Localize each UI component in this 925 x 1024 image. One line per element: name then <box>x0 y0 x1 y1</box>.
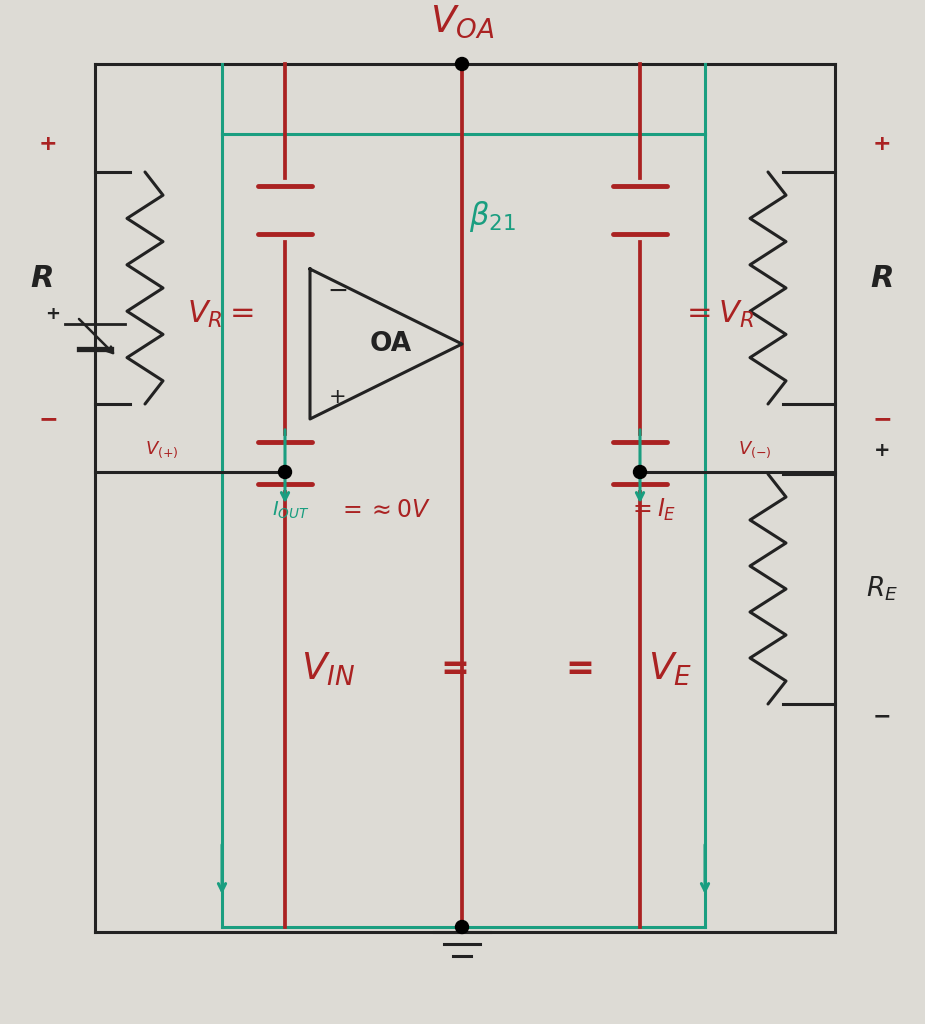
Text: −: − <box>872 706 892 726</box>
Text: R: R <box>870 263 894 293</box>
Text: $=I_E$: $=I_E$ <box>628 497 676 523</box>
Text: $=\approx 0V$: $=\approx 0V$ <box>338 498 430 522</box>
Text: $V_{OA}$: $V_{OA}$ <box>430 4 494 40</box>
Text: +: + <box>872 134 892 154</box>
Circle shape <box>455 921 468 934</box>
Text: $V_{IN}$: $V_{IN}$ <box>301 650 355 688</box>
Text: +: + <box>45 305 60 323</box>
Text: $V_R=$: $V_R=$ <box>187 298 253 330</box>
Text: $=V_R$: $=V_R$ <box>682 298 755 330</box>
Text: +: + <box>874 441 890 460</box>
Text: +: + <box>329 387 347 407</box>
Text: −: − <box>38 407 58 431</box>
Text: =: = <box>440 652 470 686</box>
Text: =: = <box>565 652 595 686</box>
Text: $V_E$: $V_E$ <box>648 650 692 688</box>
Text: −: − <box>327 279 349 303</box>
Circle shape <box>278 466 291 478</box>
Text: $R_E$: $R_E$ <box>866 574 898 603</box>
Text: $V_{(+)}$: $V_{(+)}$ <box>145 439 179 461</box>
Text: OA: OA <box>370 331 412 357</box>
Text: $I_{OUT}$: $I_{OUT}$ <box>272 500 310 520</box>
Text: +: + <box>39 134 57 154</box>
Circle shape <box>634 466 647 478</box>
Circle shape <box>455 57 468 71</box>
Text: $V_{(-)}$: $V_{(-)}$ <box>738 439 771 461</box>
Text: R: R <box>31 263 54 293</box>
Text: $\beta_{21}$: $\beta_{21}$ <box>469 200 515 234</box>
Text: −: − <box>872 407 892 431</box>
